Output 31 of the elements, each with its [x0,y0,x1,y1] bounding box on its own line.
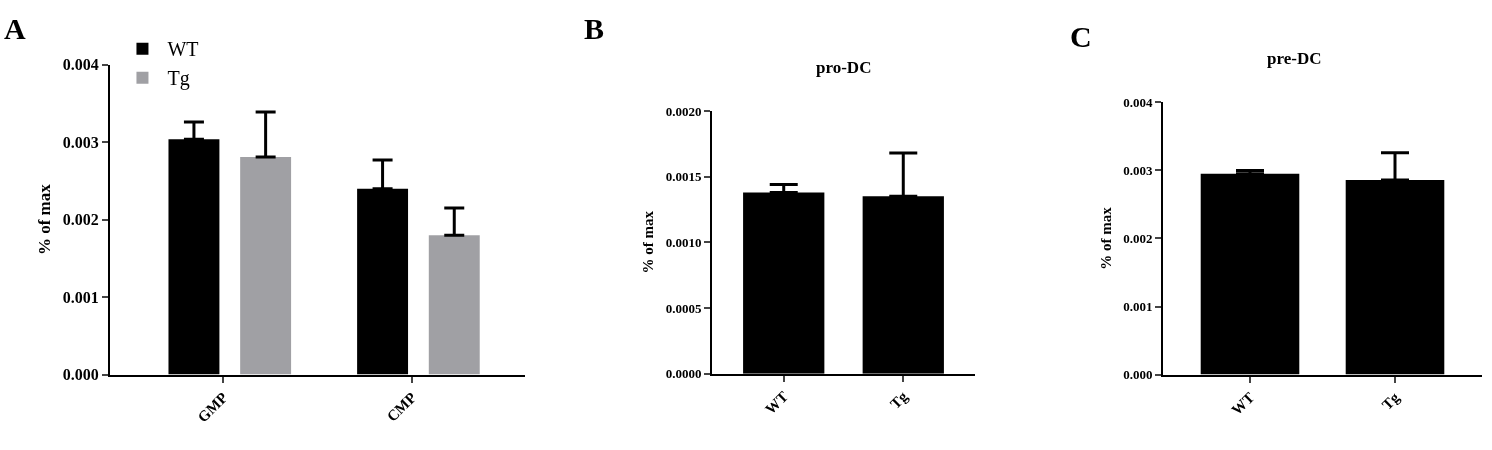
bar [428,235,480,375]
y-tick-label: 0.0015 [665,169,702,185]
x-tick-label: WT [1228,389,1258,419]
chart-title: pro-DC [816,58,872,77]
y-tick-label: 0.003 [1123,162,1153,178]
legend-label: WT [167,38,199,61]
y-tick-label: 0.002 [62,211,99,229]
y-tick-label: 0.0020 [665,103,702,119]
chart-title: pre-DC [1267,49,1322,68]
legend-label: Tg [167,67,190,91]
y-tick-label: 0.002 [1123,231,1153,246]
text: C [1070,20,1092,53]
bar [240,156,292,375]
y-axis-title: % of max [34,183,54,256]
y-tick-label: 0.000 [62,366,99,384]
y-tick-label: 0.004 [62,56,99,74]
y-tick-label: 0.001 [62,288,99,306]
x-tick-label: WT [762,388,792,418]
y-tick-label: 0.0010 [665,234,702,250]
y-tick-label: 0.001 [1123,299,1153,315]
x-tick-label: Tg [1378,388,1403,413]
y-axis-title: % of max [1097,206,1114,270]
text: B [584,12,605,45]
x-tick-label: Tg [887,387,912,412]
y-tick-label: 0.000 [1123,367,1153,383]
y-tick-label: 0.0005 [665,300,702,316]
text: A [4,12,26,45]
y-axis-title: % of max [640,210,657,274]
y-tick-label: 0.003 [62,133,99,151]
y-tick-label: 0.0000 [665,366,702,382]
y-tick-label: 0.004 [1123,94,1153,110]
